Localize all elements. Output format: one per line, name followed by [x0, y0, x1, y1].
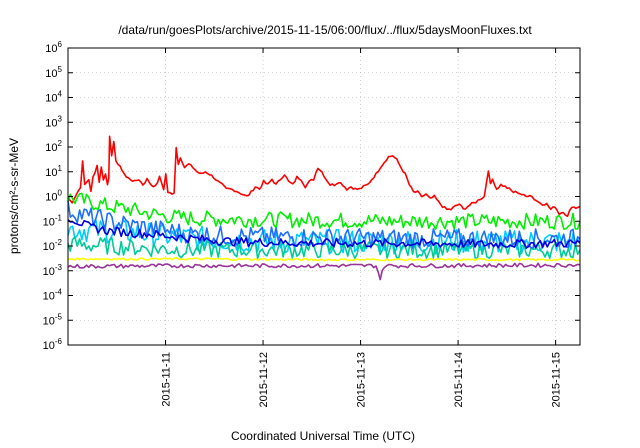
y-tick-label: 10-4	[43, 288, 63, 303]
series-line-1	[67, 135, 581, 218]
chart-title: /data/run/goesPlots/archive/2015-11-15/0…	[118, 23, 532, 37]
y-tick-label: 100	[45, 189, 62, 204]
series-line-8	[67, 262, 581, 281]
y-tick-label: 101	[45, 164, 62, 179]
series-line-7	[67, 257, 581, 262]
x-tick-label: 2015-11-14	[453, 352, 465, 407]
series-line-3	[67, 218, 581, 255]
y-tick-label: 10-5	[43, 312, 63, 327]
y-axis-ticks: 10-6 10-5 10-4 10-3 10-2 10-1 100 101 102 103 104 1…	[43, 40, 580, 352]
series-line-6	[67, 219, 581, 249]
y-tick-label: 106	[45, 40, 62, 55]
y-axis-label: protons/cm²-s-sr-MeV	[7, 138, 21, 254]
y-tick-label: 10-3	[43, 263, 63, 278]
y-tick-label: 104	[45, 90, 62, 105]
y-tick-label: 105	[45, 65, 62, 80]
x-tick-label: 2015-11-15	[551, 352, 563, 407]
y-tick-label: 10-6	[43, 337, 63, 352]
series-line-2	[67, 192, 581, 230]
x-tick-label: 2015-11-11	[161, 352, 173, 407]
x-tick-label: 2015-11-13	[356, 352, 368, 407]
series-line-5	[67, 200, 581, 250]
y-tick-label: 10-2	[43, 238, 63, 253]
grid-lines	[68, 48, 580, 345]
data-series	[67, 135, 581, 281]
x-axis-label: Coordinated Universal Time (UTC)	[231, 429, 415, 443]
y-tick-label: 10-1	[43, 213, 63, 228]
x-tick-label: 2015-11-12	[258, 352, 270, 407]
x-axis-ticks: 2015-11-11 2015-11-12 2015-11-13 2015-11-14…	[161, 48, 563, 407]
y-tick-label: 103	[45, 114, 62, 129]
y-tick-label: 102	[45, 139, 62, 154]
